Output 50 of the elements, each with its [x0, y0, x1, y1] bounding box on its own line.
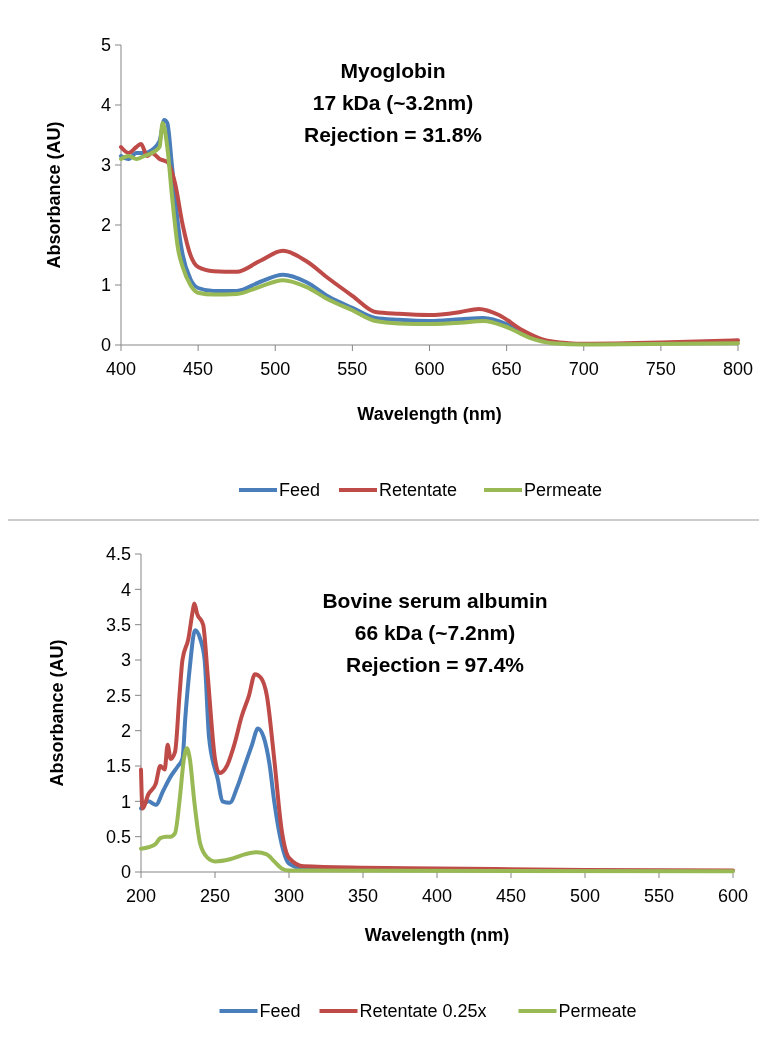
- text: Myoglobin: [340, 59, 446, 82]
- y-tick-label: 2: [100, 215, 111, 236]
- text: 66 kDa (~7.2nm): [354, 621, 516, 644]
- x-axis-title: Wavelength (nm): [357, 404, 502, 424]
- x-tick-label: 200: [125, 886, 157, 906]
- y-tick-label: 0: [120, 862, 131, 883]
- legend-label: Feed: [279, 480, 321, 501]
- text: Bovine serum albumin: [322, 589, 548, 612]
- legend-label: Retentate: [379, 480, 458, 501]
- x-tick-label: 400: [105, 359, 137, 379]
- x-tick-label: 350: [347, 886, 379, 906]
- x-tick-label: 250: [199, 886, 231, 906]
- x-tick-label: 550: [337, 359, 368, 379]
- x-tick-label: 600: [717, 886, 749, 906]
- legend-label: Permeate: [524, 480, 603, 501]
- x-tick-label: 650: [491, 359, 522, 379]
- y-tick-label: 2.5: [105, 685, 131, 706]
- x-tick-label: 700: [568, 359, 599, 379]
- x-tick-label: 750: [645, 359, 676, 379]
- y-tick-label: 1: [120, 791, 131, 812]
- y-tick-label: 4.5: [105, 544, 131, 565]
- x-tick-label: 800: [722, 359, 754, 379]
- y-axis-title: Absorbance (AU): [44, 121, 64, 269]
- annotation: Rejection = 97.4%: [346, 653, 525, 676]
- y-tick-label: 3.5: [105, 614, 131, 635]
- legend-label: Feed: [259, 1001, 301, 1022]
- x-tick-label: 450: [495, 886, 527, 906]
- y-tick-label: 3: [100, 155, 111, 176]
- x-tick-label: 550: [643, 886, 675, 906]
- legend-label: Permeate: [558, 1001, 637, 1022]
- x-tick-label: 400: [421, 886, 453, 906]
- y-tick-label: 2: [120, 720, 131, 741]
- annotation: Rejection = 31.8%: [304, 123, 483, 146]
- y-tick-label: 1: [100, 275, 111, 296]
- y-tick-label: 4: [120, 579, 131, 600]
- x-axis-title: Wavelength (nm): [364, 925, 510, 945]
- y-tick-label: 5: [100, 35, 111, 56]
- x-tick-label: 600: [414, 359, 445, 379]
- y-tick-label: 1.5: [105, 756, 131, 777]
- y-tick-label: 0: [100, 335, 111, 356]
- y-axis-title: Absorbance (AU): [47, 639, 67, 787]
- x-tick-label: 300: [273, 886, 305, 906]
- y-tick-label: 3: [120, 650, 131, 671]
- x-tick-label: 500: [569, 886, 601, 906]
- x-tick-label: 500: [260, 359, 291, 379]
- y-tick-label: 4: [100, 95, 111, 116]
- text: 17 kDa (~3.2nm): [312, 91, 474, 114]
- legend-label: Retentate 0.25x: [359, 1001, 487, 1022]
- y-tick-label: 0.5: [105, 826, 131, 847]
- x-tick-label: 450: [183, 359, 214, 379]
